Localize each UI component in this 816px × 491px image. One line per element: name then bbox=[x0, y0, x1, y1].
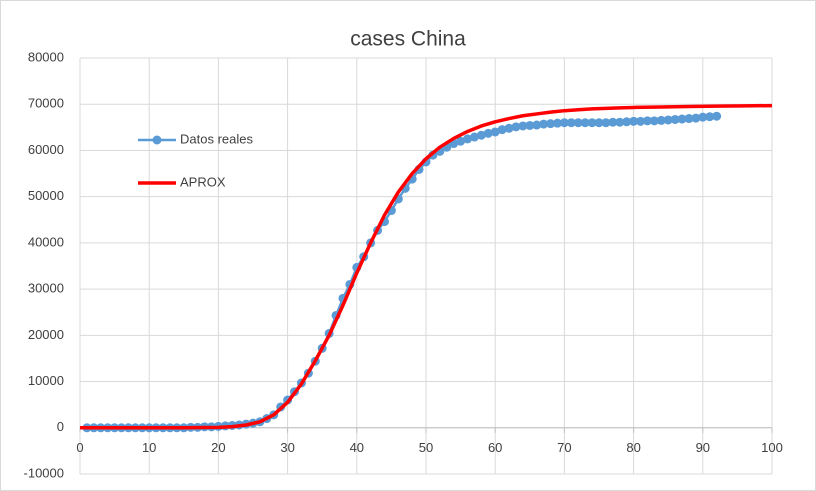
y-tick-label: 80000 bbox=[28, 49, 64, 64]
data-point bbox=[705, 112, 715, 122]
data-point bbox=[636, 116, 646, 126]
data-point bbox=[566, 118, 576, 128]
x-tick-label: 70 bbox=[557, 440, 571, 455]
data-point bbox=[712, 111, 722, 121]
data-point bbox=[587, 118, 597, 128]
x-tick-label: 20 bbox=[211, 440, 225, 455]
data-point bbox=[573, 118, 583, 128]
x-tick-label: 90 bbox=[696, 440, 710, 455]
data-point bbox=[594, 118, 604, 128]
data-point bbox=[504, 123, 514, 133]
data-point bbox=[649, 116, 659, 126]
legend-marker bbox=[152, 135, 162, 145]
legend-label: Datos reales bbox=[180, 131, 253, 146]
x-tick-label: 10 bbox=[142, 440, 156, 455]
data-point bbox=[670, 114, 680, 124]
y-tick-label: 10000 bbox=[28, 373, 64, 388]
x-tick-label: 100 bbox=[761, 440, 783, 455]
y-tick-label: 30000 bbox=[28, 281, 64, 296]
series-line bbox=[80, 103, 773, 430]
data-point bbox=[532, 120, 542, 130]
data-point bbox=[608, 117, 618, 127]
x-tick-label: 60 bbox=[488, 440, 502, 455]
y-tick-label: -10000 bbox=[24, 465, 64, 480]
data-point bbox=[663, 115, 673, 125]
data-point bbox=[684, 114, 694, 124]
data-point bbox=[642, 116, 652, 126]
data-point bbox=[677, 114, 687, 124]
data-point bbox=[539, 119, 549, 129]
data-point bbox=[469, 132, 479, 142]
data-point bbox=[552, 118, 562, 128]
y-tick-label: 50000 bbox=[28, 188, 64, 203]
x-tick-label: 80 bbox=[626, 440, 640, 455]
data-point bbox=[559, 118, 569, 128]
x-tick-label: 30 bbox=[280, 440, 294, 455]
data-point bbox=[629, 116, 639, 126]
data-point bbox=[518, 121, 528, 131]
data-point bbox=[622, 117, 632, 127]
x-tick-label: 0 bbox=[76, 440, 83, 455]
data-point bbox=[656, 115, 666, 125]
x-tick-label: 40 bbox=[350, 440, 364, 455]
data-point bbox=[511, 122, 521, 132]
data-point bbox=[476, 130, 486, 140]
chart-title: cases China bbox=[350, 28, 466, 51]
x-tick-label: 50 bbox=[419, 440, 433, 455]
data-point bbox=[546, 119, 556, 129]
data-point bbox=[463, 134, 473, 144]
data-point bbox=[483, 128, 493, 138]
data-point bbox=[698, 112, 708, 122]
data-point bbox=[691, 113, 701, 123]
data-point bbox=[525, 120, 535, 130]
y-tick-label: 70000 bbox=[28, 96, 64, 111]
data-point bbox=[456, 136, 466, 146]
data-point bbox=[497, 125, 507, 135]
data-point bbox=[490, 127, 500, 137]
data-point bbox=[580, 118, 590, 128]
legend-label: APROX bbox=[180, 174, 226, 189]
data-point bbox=[615, 117, 625, 127]
y-tick-label: 0 bbox=[57, 419, 64, 434]
y-tick-label: 60000 bbox=[28, 142, 64, 157]
y-tick-label: 20000 bbox=[28, 327, 64, 342]
y-tick-label: 40000 bbox=[28, 234, 64, 249]
data-point bbox=[601, 118, 611, 128]
